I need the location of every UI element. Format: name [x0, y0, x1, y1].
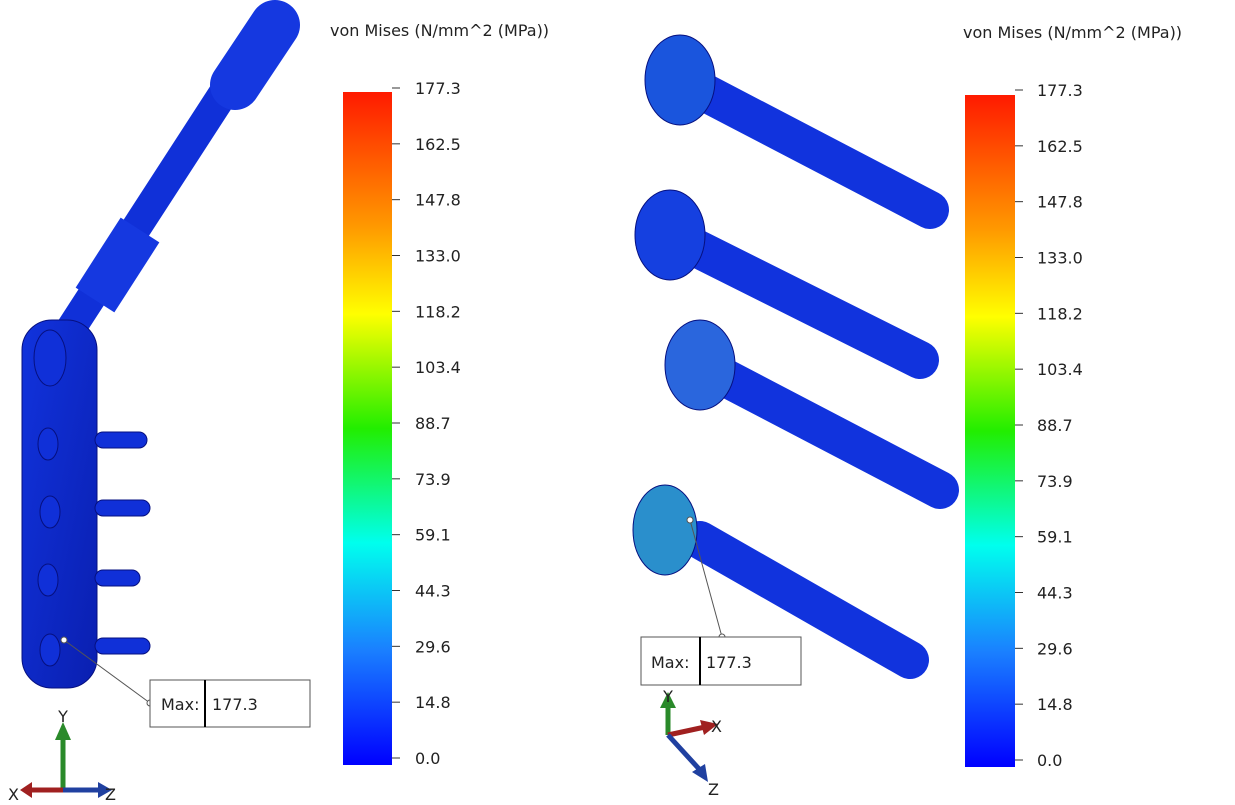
legend-tick-label: 29.6 — [1037, 639, 1073, 658]
legend-tick-label: 162.5 — [415, 135, 461, 154]
probe-label: Max: — [161, 695, 199, 714]
legend-tick-label: 0.0 — [415, 749, 440, 768]
legend-tick-label: 133.0 — [415, 247, 461, 266]
triad-left — [20, 722, 112, 798]
color-scale — [965, 95, 1015, 767]
legend-tick-label: 44.3 — [1037, 584, 1073, 603]
legend-tick-label: 88.7 — [415, 414, 451, 433]
legend-tick-label: 103.4 — [415, 358, 461, 377]
legend-tick-label: 177.3 — [415, 79, 461, 98]
legend-tick-label: 162.5 — [1037, 137, 1083, 156]
legend-title: von Mises (N/mm^2 (MPa)) — [330, 21, 549, 40]
axis-label: Z — [708, 780, 719, 799]
axis-label: Y — [662, 687, 673, 706]
legend-tick-label: 14.8 — [1037, 695, 1073, 714]
legend-tick-label: 59.1 — [1037, 528, 1073, 547]
legend-title: von Mises (N/mm^2 (MPa)) — [963, 23, 1182, 42]
legend-tick-label: 0.0 — [1037, 751, 1062, 770]
legend-tick-label: 88.7 — [1037, 416, 1073, 435]
screenshot: von Mises (N/mm^2 (MPa)) 177.3 162.5 147.8 1… — [0, 0, 1235, 805]
model-right — [633, 35, 940, 660]
legend-tick-label: 73.9 — [415, 470, 451, 489]
probe-label: Max: — [651, 653, 689, 672]
legend-tick-label: 118.2 — [1037, 304, 1083, 323]
legend-tick-label: 177.3 — [1037, 81, 1083, 100]
axis-label: Z — [105, 785, 116, 804]
probe-value: 177.3 — [212, 695, 258, 714]
legend-tick-label: 133.0 — [1037, 249, 1083, 268]
color-scale — [343, 92, 392, 765]
fea-view: von Mises (N/mm^2 (MPa)) 177.3 162.5 147.8 1… — [0, 0, 1235, 805]
legend-tick-label: 103.4 — [1037, 360, 1083, 379]
probe-value: 177.3 — [706, 653, 752, 672]
legend-tick-label: 147.8 — [415, 191, 461, 210]
legend-tick-label: 118.2 — [415, 302, 461, 321]
legend-tick-label: 29.6 — [415, 637, 451, 656]
legend-tick-label: 14.8 — [415, 693, 451, 712]
legend-tick-label: 44.3 — [415, 582, 451, 601]
legend-tick-label: 73.9 — [1037, 472, 1073, 491]
axis-label: X — [8, 785, 19, 804]
axis-label: Y — [57, 707, 68, 726]
legend-tick-label: 147.8 — [1037, 193, 1083, 212]
axis-label: X — [711, 717, 722, 736]
legend-tick-label: 59.1 — [415, 526, 451, 545]
model-left — [22, 25, 275, 688]
